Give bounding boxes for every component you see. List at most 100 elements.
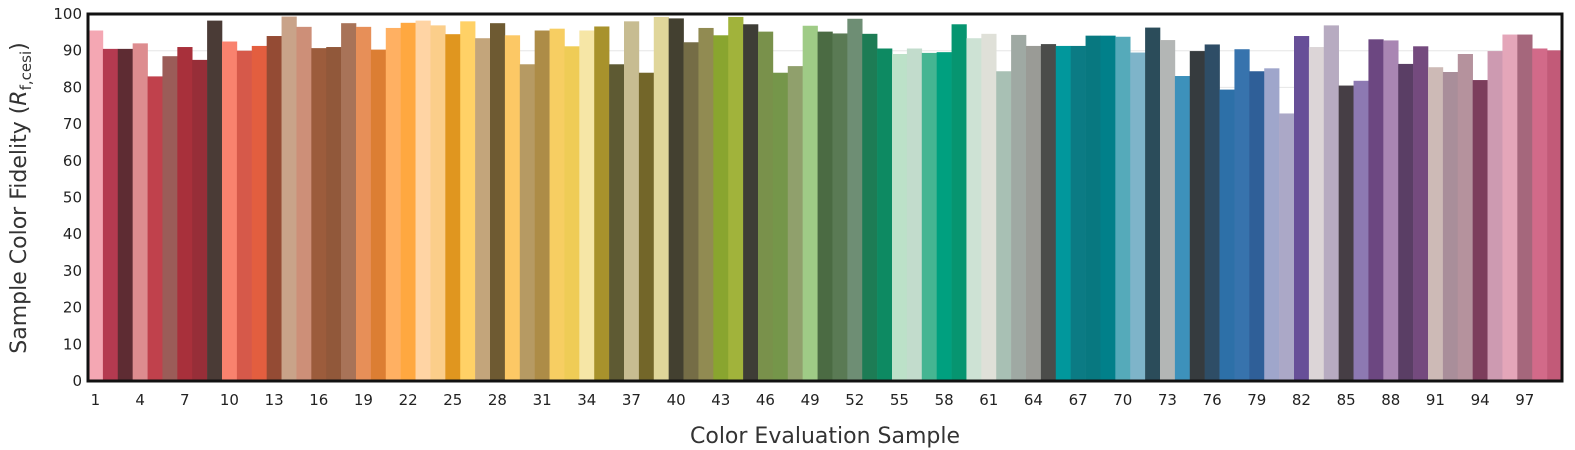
bar-sample-14 [281, 16, 297, 381]
bar-sample-94 [1472, 80, 1488, 381]
bar-sample-64 [1026, 45, 1042, 382]
x-tick-label: 58 [935, 391, 954, 409]
bar-sample-25 [445, 34, 461, 381]
bar-sample-71 [1130, 52, 1146, 381]
bar-sample-62 [996, 71, 1012, 381]
x-tick-label: 61 [979, 391, 998, 409]
bar-sample-58 [936, 52, 952, 382]
y-tick-label: 70 [63, 115, 82, 133]
bar-sample-55 [892, 54, 908, 381]
bar-sample-61 [981, 33, 997, 381]
bar-sample-68 [1085, 35, 1101, 382]
x-tick-label: 28 [488, 391, 507, 409]
bar-sample-7 [177, 47, 193, 381]
x-tick-label: 31 [533, 391, 552, 409]
x-tick-label: 22 [399, 391, 418, 409]
x-tick-label: 94 [1471, 391, 1490, 409]
y-tick-label: 0 [72, 372, 82, 390]
x-tick-label: 46 [756, 391, 775, 409]
bar-sample-93 [1457, 54, 1473, 381]
bar-sample-87 [1368, 39, 1384, 381]
bar-sample-11 [236, 50, 253, 381]
bar-sample-8 [192, 59, 208, 382]
x-tick-label: 64 [1024, 391, 1043, 409]
bar-sample-97 [1517, 34, 1533, 382]
bar-sample-76 [1204, 44, 1220, 382]
bar-sample-69 [1100, 35, 1116, 382]
x-tick-label: 37 [622, 391, 641, 409]
bar-sample-32 [549, 28, 565, 382]
bar-sample-27 [475, 38, 491, 381]
y-tick-label: 40 [63, 225, 82, 243]
bar-sample-3 [117, 48, 133, 382]
bar-sample-81 [1279, 113, 1295, 382]
bar-sample-13 [266, 36, 282, 382]
bar-sample-46 [758, 31, 774, 382]
bar-sample-4 [132, 43, 148, 382]
bar-sample-33 [564, 46, 580, 382]
bar-sample-90 [1413, 46, 1429, 382]
bar-sample-12 [251, 45, 267, 382]
bar-sample-80 [1264, 68, 1280, 381]
bar-sample-17 [326, 47, 342, 381]
x-tick-label: 82 [1292, 391, 1311, 409]
bar-sample-22 [400, 22, 416, 382]
bar-sample-59 [951, 24, 967, 382]
bar-sample-83 [1308, 47, 1325, 381]
bar-sample-28 [490, 23, 506, 382]
bars [88, 16, 1563, 382]
x-tick-label: 40 [667, 391, 686, 409]
bar-sample-35 [594, 26, 610, 381]
plot-frame [86, 12, 1564, 383]
bar-sample-52 [847, 18, 863, 382]
bar-sample-20 [370, 49, 387, 381]
y-axis-ticks: 0 10 20 30 40 50 60 70 80 90 100 [53, 5, 82, 390]
bar-sample-37 [624, 21, 640, 382]
bar-sample-86 [1353, 80, 1369, 381]
bar-sample-41 [683, 42, 699, 381]
x-tick-label: 7 [180, 391, 190, 409]
x-axis-title: Color Evaluation Sample [690, 424, 960, 449]
x-tick-label: 73 [1158, 391, 1177, 409]
bar-sample-53 [862, 33, 878, 381]
x-tick-label: 43 [711, 391, 730, 409]
x-tick-label: 70 [1113, 391, 1132, 409]
bar-sample-30 [519, 64, 535, 381]
bar-sample-66 [1055, 45, 1071, 382]
bar-sample-95 [1487, 51, 1503, 381]
bar-sample-99 [1547, 50, 1563, 381]
bar-sample-72 [1145, 27, 1161, 382]
bar-sample-85 [1338, 85, 1354, 381]
bar-sample-48 [787, 66, 803, 382]
bar-sample-2 [102, 48, 119, 382]
x-tick-label: 67 [1069, 391, 1088, 409]
bar-sample-84 [1323, 25, 1339, 381]
y-tick-label: 100 [53, 5, 82, 23]
bar-sample-34 [579, 30, 595, 381]
bar-sample-6 [162, 56, 178, 381]
bar-sample-65 [1040, 44, 1057, 382]
bar-sample-19 [356, 26, 372, 381]
bar-sample-45 [743, 24, 759, 382]
bar-sample-38 [638, 72, 655, 381]
x-tick-label: 79 [1247, 391, 1266, 409]
x-tick-label: 88 [1381, 391, 1400, 409]
y-tick-label: 60 [63, 152, 82, 170]
bar-sample-74 [1174, 76, 1191, 382]
y-tick-label: 30 [63, 262, 82, 280]
x-tick-label: 1 [91, 391, 101, 409]
bar-sample-1 [88, 30, 104, 381]
bar-sample-40 [668, 18, 684, 382]
bar-sample-43 [713, 35, 729, 381]
x-tick-label: 55 [890, 391, 909, 409]
bar-sample-82 [1294, 36, 1310, 382]
y-axis-title: Sample Color Fidelity (Rf,cesi) [7, 42, 35, 353]
x-tick-label: 49 [801, 391, 820, 409]
bar-sample-79 [1249, 71, 1265, 381]
bar-sample-54 [877, 48, 893, 381]
bar-sample-75 [1189, 51, 1205, 381]
bar-sample-29 [504, 35, 521, 381]
x-axis-ticks: 1 4 7 10 13 16 19 22 25 28 31 34 37 40 43 46 49 52 55 58 61 6… [91, 391, 1535, 409]
bar-sample-73 [1160, 40, 1176, 382]
